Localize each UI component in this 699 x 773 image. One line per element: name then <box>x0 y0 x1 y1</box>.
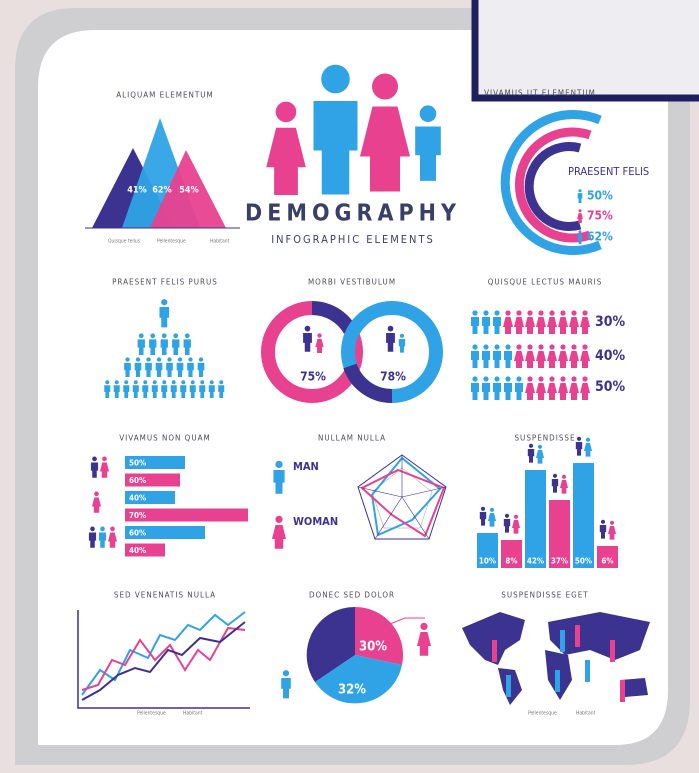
value-label: 10% <box>479 557 496 566</box>
panel-title: VIVAMUS UT ELEMENTUM <box>484 89 596 98</box>
legend-entry: Quisque tellus <box>108 239 141 245</box>
panel-title: NULLAM NULLA <box>318 434 386 443</box>
panel-title: SED VENENATIS NULLA <box>114 591 216 600</box>
value-label: 50% <box>595 379 626 395</box>
axes <box>77 610 250 709</box>
bar <box>501 540 522 568</box>
value-label: 60% <box>129 529 146 538</box>
bar <box>125 526 205 539</box>
bars: 50% 60% 40% 70% 60% 40% <box>88 456 248 557</box>
marker <box>560 630 565 652</box>
radar <box>357 454 447 540</box>
legend-entry: Habitant <box>183 711 203 717</box>
panel-title: SUSPENDISSE <box>514 434 575 443</box>
value-label: 32% <box>338 683 366 698</box>
world-map <box>462 612 650 705</box>
triangle <box>150 150 226 228</box>
value-label: 37% <box>551 557 568 566</box>
value-label: 40% <box>129 494 146 503</box>
panel-title: PRAESENT FELIS PURUS <box>112 278 218 287</box>
pie-slice <box>355 606 404 665</box>
value-label: 78% <box>380 370 406 384</box>
bar <box>125 456 185 469</box>
marker <box>492 640 497 662</box>
value-label: 50% <box>575 557 592 566</box>
panel-title: DONEC SED DOLOR <box>309 591 395 600</box>
bars: 10% 8% 42% 37% 50% 6% <box>477 436 618 568</box>
bar <box>125 543 165 557</box>
bar <box>525 470 546 568</box>
ring-segment <box>343 363 393 404</box>
value-label: 54% <box>179 186 198 196</box>
legend-entry: Pellentesque <box>137 711 166 717</box>
line <box>81 621 246 701</box>
value-label: 6% <box>601 557 613 566</box>
bar <box>477 533 498 568</box>
legend-entry: Pellentesque <box>157 239 186 245</box>
value-label: 75% <box>300 370 326 384</box>
value-label: 40% <box>129 546 146 555</box>
value-label: 30% <box>595 314 626 330</box>
legend-entry: Habitant <box>210 239 230 245</box>
marker <box>585 660 590 682</box>
ring-segment <box>311 301 357 334</box>
pie-slice <box>306 606 355 682</box>
marker <box>575 625 580 647</box>
bar <box>125 473 180 487</box>
marker <box>555 670 560 692</box>
panel-title: VIVAMUS NON QUAM <box>119 434 211 443</box>
legend-entry: Habitant <box>576 711 596 717</box>
panel-title: MORBI VESTIBULUM <box>308 278 396 287</box>
line <box>81 626 246 691</box>
value-label: 50% <box>587 189 613 203</box>
value-label: 70% <box>129 511 146 520</box>
value-label: 30% <box>359 640 387 655</box>
value-label: 41% <box>127 186 146 196</box>
map-markers <box>492 625 625 702</box>
item-label: MAN <box>293 460 319 473</box>
header-title: DEMOGRAPHY <box>245 201 461 227</box>
bar <box>573 463 594 568</box>
overlay-box <box>471 0 699 102</box>
value-label: 75% <box>587 209 613 223</box>
header-subtitle: INFOGRAPHIC ELEMENTS <box>271 233 435 246</box>
arcs <box>500 110 602 255</box>
value-label: 40% <box>595 348 626 364</box>
pie-slice <box>315 655 402 704</box>
value-label: 8% <box>505 557 517 566</box>
panel-title: QUISQUE LECTUS MAURIS <box>488 278 603 287</box>
marker <box>620 680 625 702</box>
value-label: 62% <box>587 230 613 244</box>
marker <box>610 640 615 662</box>
bar <box>125 508 248 522</box>
value-label: 50% <box>129 459 146 468</box>
value-label: 62% <box>152 186 171 196</box>
panel-title: SUSPENDISSE EGET <box>501 591 588 600</box>
panel-title: ALIQUAM ELEMENTUM <box>116 91 214 100</box>
bar <box>125 491 175 504</box>
bar <box>549 500 570 568</box>
legend-entry: Pellentesque <box>528 711 557 717</box>
value-label: 42% <box>527 557 544 566</box>
bar <box>597 546 618 568</box>
value-label: 60% <box>129 476 146 485</box>
icon-rows <box>471 310 590 400</box>
marker <box>506 675 511 697</box>
leader <box>379 617 425 629</box>
item-label: WOMAN <box>293 515 338 528</box>
heading: PRAESENT FELIS <box>568 165 649 178</box>
